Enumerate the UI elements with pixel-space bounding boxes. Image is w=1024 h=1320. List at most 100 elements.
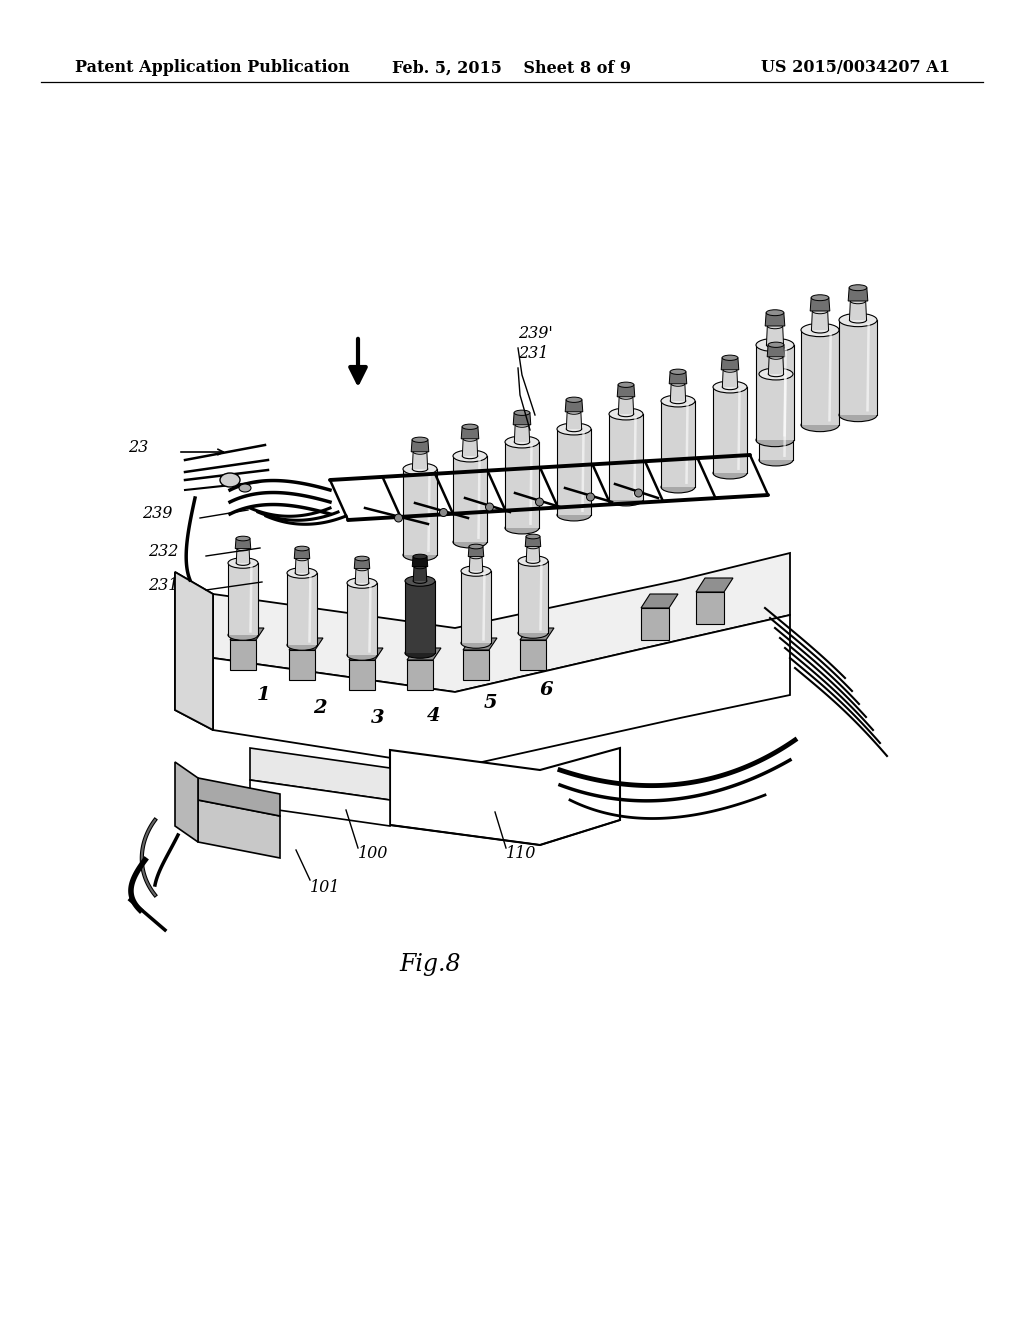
Ellipse shape [469,544,483,549]
Circle shape [587,492,595,502]
Polygon shape [413,451,428,469]
Polygon shape [413,557,428,566]
Polygon shape [618,397,634,414]
Circle shape [394,513,402,521]
Ellipse shape [463,437,477,441]
Ellipse shape [287,640,317,651]
Circle shape [485,503,494,511]
Ellipse shape [756,338,794,351]
Polygon shape [721,358,738,370]
Ellipse shape [414,565,426,569]
Polygon shape [349,648,383,660]
Polygon shape [609,414,643,500]
Polygon shape [566,412,582,429]
Polygon shape [759,374,793,459]
Ellipse shape [759,454,793,466]
Ellipse shape [766,310,783,315]
Polygon shape [250,780,390,826]
Ellipse shape [356,566,368,570]
Text: 239': 239' [518,325,553,342]
Text: 5: 5 [483,694,497,711]
Ellipse shape [618,381,634,387]
Polygon shape [213,553,790,692]
Circle shape [439,508,447,516]
Ellipse shape [557,510,591,521]
Polygon shape [662,401,695,487]
Polygon shape [520,628,554,640]
Text: 239: 239 [141,506,172,521]
Ellipse shape [722,384,737,389]
Ellipse shape [237,561,250,565]
Polygon shape [407,648,441,660]
Ellipse shape [403,463,437,475]
Ellipse shape [505,436,539,447]
Ellipse shape [723,367,737,372]
Text: US 2015/0034207 A1: US 2015/0034207 A1 [761,59,950,77]
Ellipse shape [220,473,240,487]
Ellipse shape [609,494,643,506]
Ellipse shape [767,323,782,329]
Text: 231: 231 [518,345,549,362]
Ellipse shape [620,395,633,399]
Ellipse shape [670,370,686,375]
Text: Feb. 5, 2015   Sheet 8 of 9: Feb. 5, 2015 Sheet 8 of 9 [392,59,632,77]
Polygon shape [513,413,530,425]
Polygon shape [461,426,479,438]
Polygon shape [349,660,375,690]
Ellipse shape [412,437,428,442]
Ellipse shape [801,323,839,337]
Polygon shape [237,549,250,564]
Text: 231: 231 [147,577,178,594]
Ellipse shape [609,408,643,420]
Ellipse shape [759,368,793,380]
Text: 232: 232 [147,543,178,560]
Ellipse shape [453,450,487,462]
Ellipse shape [768,371,783,376]
Polygon shape [289,649,315,680]
Ellipse shape [722,355,738,360]
Ellipse shape [287,568,317,578]
Polygon shape [641,609,669,640]
Polygon shape [355,569,369,583]
Polygon shape [198,800,280,858]
Text: 1: 1 [257,686,270,704]
Polygon shape [839,319,877,414]
Polygon shape [505,442,539,528]
Ellipse shape [839,408,877,421]
Ellipse shape [839,313,877,326]
Ellipse shape [518,628,548,639]
Ellipse shape [237,546,249,550]
Ellipse shape [850,317,866,323]
Polygon shape [557,429,591,515]
Ellipse shape [850,298,865,304]
Polygon shape [175,572,213,730]
Text: Patent Application Publication: Patent Application Publication [75,59,350,77]
Polygon shape [767,345,784,356]
Polygon shape [230,628,264,640]
Text: 3: 3 [371,709,385,727]
Polygon shape [463,649,489,680]
Polygon shape [403,469,437,554]
Text: 100: 100 [358,845,388,862]
Ellipse shape [470,554,482,558]
Ellipse shape [811,294,828,301]
Polygon shape [406,581,435,653]
Ellipse shape [769,354,783,359]
Polygon shape [354,558,370,569]
Polygon shape [756,345,794,440]
Ellipse shape [347,578,377,589]
Polygon shape [230,640,256,671]
Polygon shape [198,777,280,816]
Ellipse shape [505,521,539,535]
Polygon shape [175,572,213,730]
Polygon shape [617,384,635,397]
Text: 6: 6 [540,681,553,700]
Ellipse shape [801,418,839,432]
Polygon shape [525,536,541,546]
Ellipse shape [518,556,548,566]
Polygon shape [412,440,429,451]
Polygon shape [295,558,309,573]
Text: 101: 101 [310,879,340,896]
Polygon shape [722,370,737,387]
Polygon shape [228,564,258,635]
